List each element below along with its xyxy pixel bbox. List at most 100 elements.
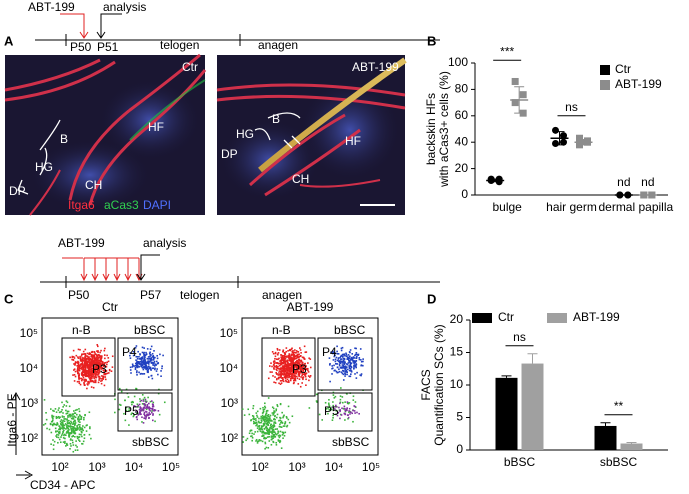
facs-event	[136, 361, 138, 364]
facs-event	[149, 413, 152, 415]
facs-event	[302, 365, 304, 367]
facs-event	[97, 363, 100, 365]
facs-event	[270, 443, 273, 446]
facs-event	[149, 400, 152, 403]
facs-event	[286, 365, 289, 368]
gate	[317, 337, 373, 391]
facs-event	[87, 361, 89, 364]
facs-event	[145, 353, 148, 355]
facs-event	[72, 422, 75, 424]
facs-event	[136, 370, 138, 372]
y-tick-label: 10⁵	[220, 326, 238, 340]
facs-event	[82, 440, 85, 443]
facs-event	[304, 363, 306, 365]
facs-event	[142, 363, 145, 365]
facs-event	[56, 430, 59, 432]
facs-event	[250, 435, 252, 438]
facs-event	[78, 372, 80, 375]
facs-event	[286, 374, 289, 377]
facs-event	[332, 416, 334, 419]
facs-event	[327, 412, 329, 415]
facs-event	[271, 427, 273, 430]
facs-event	[275, 362, 277, 364]
facs-event	[289, 379, 292, 382]
facs-event	[333, 364, 335, 367]
facs-event	[280, 369, 282, 371]
facs-event	[142, 409, 145, 412]
facs-event	[143, 413, 145, 416]
facs-event	[145, 365, 148, 367]
facs-event	[99, 362, 102, 365]
facs-event	[353, 367, 355, 369]
facs-event	[358, 358, 361, 361]
facs-event	[76, 437, 79, 440]
facs-event	[146, 413, 149, 415]
facs-event	[272, 375, 274, 377]
facs-event	[273, 412, 275, 415]
facs-event	[87, 364, 89, 367]
facs-event	[264, 426, 267, 429]
facs-event	[283, 358, 285, 361]
facs-event	[349, 349, 352, 351]
facs-event	[343, 362, 346, 364]
phase-label: anagen	[258, 38, 298, 52]
facs-event	[105, 365, 108, 368]
facs-event	[285, 379, 287, 382]
y-tick-label: 20	[450, 312, 464, 326]
facs-event	[139, 406, 142, 409]
facs-event	[97, 366, 99, 369]
facs-event	[144, 398, 147, 401]
facs-event	[360, 364, 362, 367]
facs-event	[276, 413, 279, 416]
facs-event	[152, 419, 154, 422]
facs-event	[71, 425, 74, 428]
facs-event	[150, 400, 153, 402]
facs-event	[269, 431, 272, 433]
facs-event	[349, 375, 352, 378]
facs-event	[79, 348, 81, 351]
facs-event	[84, 368, 87, 370]
facs-event	[265, 446, 268, 449]
facs-event	[297, 367, 300, 370]
facs-event	[265, 420, 267, 423]
facs-event	[264, 433, 266, 435]
facs-event	[106, 372, 109, 375]
facs-event	[81, 443, 84, 445]
facs-event	[87, 369, 90, 372]
facs-event	[295, 361, 297, 363]
facs-event	[85, 380, 88, 382]
facs-event	[252, 418, 254, 420]
facs-event	[340, 366, 343, 368]
legend-label: Ctr	[615, 62, 631, 76]
facs-event	[274, 421, 276, 424]
facs-event	[97, 364, 99, 367]
facs-event	[268, 429, 271, 431]
facs-event	[153, 364, 155, 366]
facs-event	[78, 369, 81, 372]
facs-event	[273, 360, 276, 362]
facs-event	[85, 373, 88, 375]
facs-event	[281, 359, 283, 362]
facs-event	[134, 364, 137, 367]
facs-event	[271, 351, 274, 353]
facs-event	[93, 377, 95, 380]
facs-event	[151, 356, 154, 358]
facs-event	[78, 419, 80, 421]
facs-event	[96, 344, 99, 346]
facs-event	[282, 416, 284, 419]
data-point	[552, 126, 559, 134]
x-tick-label: 10⁵	[162, 460, 180, 474]
facs-event	[77, 357, 80, 359]
micrograph: ABT-199 B HG DP CH HF	[216, 55, 407, 215]
facs-event	[341, 364, 344, 366]
facs-event	[87, 367, 90, 370]
stain-label: DAPI	[143, 198, 171, 212]
facs-event	[150, 359, 153, 361]
facs-event	[85, 375, 88, 377]
facs-event	[107, 357, 110, 359]
facs-event	[52, 448, 55, 451]
facs-event	[150, 369, 152, 371]
facs-event	[268, 440, 271, 442]
facs-event	[342, 364, 345, 367]
facs-event	[264, 441, 267, 444]
